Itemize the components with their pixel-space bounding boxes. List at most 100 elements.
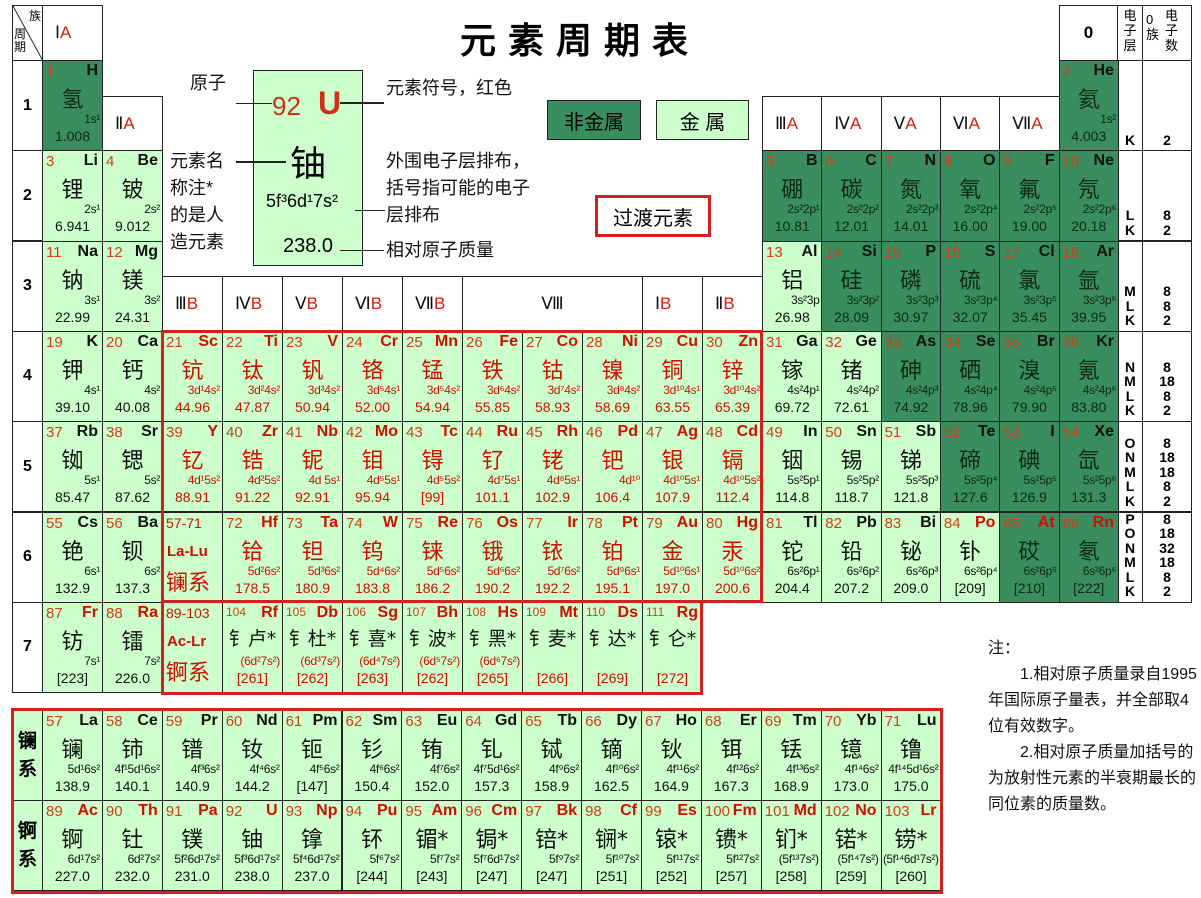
element-cell-bi[interactable]: 83 Bi 铋 6s²6p³ 209.0 <box>880 511 942 603</box>
element-cell-ra[interactable]: 88 Ra 镭 7s² 226.0 <box>102 601 163 694</box>
element-cell-cs[interactable]: 55 Cs 铯 6s¹ 132.9 <box>42 511 103 603</box>
element-cell-as[interactable]: 33 As 砷 4s²4p³ 74.92 <box>880 330 942 423</box>
element-cell-ga[interactable]: 31 Ga 镓 4s²4p¹ 69.72 <box>762 330 823 423</box>
element-cell-cl[interactable]: 17 Cl 氯 3s²3p⁵ 35.45 <box>999 240 1060 332</box>
element-cell-xe[interactable]: 54 Xe 氙 5s²5p⁶ 131.3 <box>1058 421 1119 513</box>
element-cell-hg[interactable]: 80 Hg 汞 5d¹⁰6s² 200.6 <box>702 511 763 603</box>
element-cell-es[interactable]: 99 Es 锿* 5f¹¹7s² [252] <box>641 800 702 891</box>
element-cell-pr[interactable]: 59 Pr 镨 4f³6s² 140.9 <box>161 710 223 801</box>
element-cell-k[interactable]: 19 K 钾 4s¹ 39.10 <box>42 330 103 423</box>
element-cell-fr[interactable]: 87 Fr 钫 7s¹ [223] <box>42 601 103 694</box>
element-cell-lr[interactable]: 103 Lr 铹* (5f¹⁴6d¹7s²) [260] <box>880 800 942 891</box>
element-cell-sn[interactable]: 50 Sn 锡 5s²5p² 118.7 <box>821 421 882 513</box>
element-cell-na[interactable]: 11 Na 钠 3s¹ 22.99 <box>42 240 103 332</box>
element-cell-ni[interactable]: 28 Ni 镍 3d⁸4s² 58.69 <box>582 330 643 423</box>
element-cell-se[interactable]: 34 Se 硒 4s²4p⁴ 78.96 <box>939 330 1001 423</box>
element-cell-tm[interactable]: 69 Tm 铥 4f¹³6s² 168.9 <box>760 710 822 801</box>
element-cell-bk[interactable]: 97 Bk 锫* 5f⁹7s² [247] <box>521 800 583 891</box>
element-cell-cr[interactable]: 24 Cr 铬 3d⁵4s¹ 52.00 <box>342 330 403 423</box>
element-cell-kr[interactable]: 36 Kr 氪 4s²4p⁶ 83.80 <box>1058 330 1119 423</box>
element-cell-ds[interactable]: 110 Ds 钅达* [269] <box>582 601 643 694</box>
element-cell-po[interactable]: 84 Po 钋 6s²6p⁴ [209] <box>939 511 1001 603</box>
element-cell-ho[interactable]: 67 Ho 钬 4f¹¹6s² 164.9 <box>641 710 702 801</box>
element-cell-n[interactable]: 7 N 氮 2s²2p³ 14.01 <box>880 150 942 242</box>
element-cell-al[interactable]: 13 Al 铝 3s²3p 26.98 <box>762 240 823 332</box>
element-cell-o[interactable]: 8 O 氧 2s²2p⁴ 16.00 <box>939 150 1001 242</box>
element-cell-mg[interactable]: 12 Mg 镁 3s² 24.31 <box>102 240 163 332</box>
element-cell-h[interactable]: 1 H 氢 1s¹ 1.008 <box>42 60 103 152</box>
element-cell-lu[interactable]: 71 Lu 镥 4f¹⁴5d¹6s² 175.0 <box>880 710 942 801</box>
element-cell-rn[interactable]: 86 Rn 氡 6s²6p⁶ [222] <box>1058 511 1119 603</box>
element-cell-br[interactable]: 35 Br 溴 4s²4p⁵ 79.90 <box>999 330 1060 423</box>
element-cell-re[interactable]: 75 Re 铼 5d⁵6s² 186.2 <box>402 511 463 603</box>
element-cell-sc[interactable]: 21 Sc 钪 3d¹4s² 44.96 <box>162 330 223 423</box>
element-cell-nd[interactable]: 60 Nd 钕 4f⁴6s² 144.2 <box>221 710 283 801</box>
element-cell-dy[interactable]: 66 Dy 镝 4f¹⁰6s² 162.5 <box>581 710 642 801</box>
element-cell-yb[interactable]: 70 Yb 镱 4f¹⁴6s² 173.0 <box>820 710 882 801</box>
element-cell-am[interactable]: 95 Am 镅* 5f⁷7s² [243] <box>401 800 463 891</box>
element-cell-pm[interactable]: 61 Pm 钷 4f⁵6s² [147] <box>281 710 343 801</box>
element-cell-np[interactable]: 93 Np 镎 5f⁴6d¹7s² 237.0 <box>281 800 343 891</box>
element-cell-pu[interactable]: 94 Pu 钚 5f⁶7s² [244] <box>341 800 403 891</box>
element-cell-er[interactable]: 68 Er 铒 4f¹²6s² 167.3 <box>700 710 762 801</box>
element-cell-p[interactable]: 15 P 磷 3s²3p³ 30.97 <box>880 240 942 332</box>
element-cell-hf[interactable]: 72 Hf 铪 5d²6s² 178.5 <box>222 511 283 603</box>
element-cell-ir[interactable]: 77 Ir 铱 5d⁷6s² 192.2 <box>522 511 583 603</box>
element-cell-ti[interactable]: 22 Ti 钛 3d²4s² 47.87 <box>222 330 283 423</box>
element-cell-ar[interactable]: 18 Ar 氩 3s²3p⁶ 39.95 <box>1058 240 1119 332</box>
element-cell-ba[interactable]: 56 Ba 钡 6s² 137.3 <box>102 511 163 603</box>
element-cell-sm[interactable]: 62 Sm 钐 4f⁶6s² 150.4 <box>341 710 403 801</box>
element-cell-mt[interactable]: 109 Mt 钅麦* [266] <box>522 601 583 694</box>
element-cell-rg[interactable]: 111 Rg 钅仑* [272] <box>642 601 703 694</box>
element-cell-rb[interactable]: 37 Rb 铷 5s¹ 85.47 <box>42 421 103 513</box>
element-cell-pt[interactable]: 78 Pt 铂 5d⁹6s¹ 195.1 <box>582 511 643 603</box>
element-cell-ag[interactable]: 47 Ag 银 4d¹⁰5s¹ 107.9 <box>642 421 703 513</box>
element-cell-tc[interactable]: 43 Tc 锝 4d⁵5s² [99] <box>402 421 463 513</box>
element-cell-f[interactable]: 9 F 氟 2s²2p⁵ 19.00 <box>999 150 1060 242</box>
element-cell-sb[interactable]: 51 Sb 锑 5s²5p³ 121.8 <box>880 421 942 513</box>
element-cell-rh[interactable]: 45 Rh 铑 4d⁸5s¹ 102.9 <box>522 421 583 513</box>
element-cell-cf[interactable]: 98 Cf 锎* 5f¹⁰7s² [251] <box>581 800 642 891</box>
element-cell-v[interactable]: 23 V 钒 3d³4s² 50.94 <box>282 330 343 423</box>
element-cell-ce[interactable]: 58 Ce 铈 4f¹5d¹6s² 140.1 <box>101 710 163 801</box>
element-cell-he[interactable]: 2 He 氦 1s² 4.003 <box>1058 60 1119 152</box>
element-cell-ge[interactable]: 32 Ge 锗 4s²4p² 72.61 <box>821 330 882 423</box>
element-cell-la[interactable]: 57 La 镧 5d¹6s² 138.9 <box>42 710 103 801</box>
element-cell-zn[interactable]: 30 Zn 锌 3d¹⁰4s² 65.39 <box>702 330 763 423</box>
element-cell-i[interactable]: 53 I 碘 5s²5p⁵ 126.9 <box>999 421 1060 513</box>
element-cell-b[interactable]: 5 B 硼 2s²2p¹ 10.81 <box>762 150 823 242</box>
element-cell-si[interactable]: 14 Si 硅 3s²3p² 28.09 <box>821 240 882 332</box>
element-cell-ru[interactable]: 44 Ru 钌 4d⁷5s¹ 101.1 <box>462 421 523 513</box>
element-cell-zr[interactable]: 40 Zr 锆 4d²5s² 91.22 <box>222 421 283 513</box>
element-cell-c[interactable]: 6 C 碳 2s²2p² 12.01 <box>821 150 882 242</box>
element-cell-y[interactable]: 39 Y 钇 4d¹5s² 88.91 <box>162 421 223 513</box>
element-cell-no[interactable]: 102 No 锘* (5f¹⁴7s²) [259] <box>820 800 882 891</box>
element-cell-pd[interactable]: 46 Pd 钯 4d¹⁰ 106.4 <box>582 421 643 513</box>
element-cell-s[interactable]: 16 S 硫 3s²3p⁴ 32.07 <box>939 240 1001 332</box>
element-cell-cu[interactable]: 29 Cu 铜 3d¹⁰4s¹ 63.55 <box>642 330 703 423</box>
element-cell-tb[interactable]: 65 Tb 铽 4f⁹6s² 158.9 <box>521 710 583 801</box>
element-cell-mo[interactable]: 42 Mo 钼 4d⁵5s¹ 95.94 <box>342 421 403 513</box>
element-cell-ca[interactable]: 20 Ca 钙 4s² 40.08 <box>102 330 163 423</box>
element-cell-pb[interactable]: 82 Pb 铅 6s²6p² 207.2 <box>821 511 882 603</box>
element-cell-gd[interactable]: 64 Gd 钆 4f⁷5d¹6s² 157.3 <box>461 710 523 801</box>
element-cell-fe[interactable]: 26 Fe 铁 3d⁶4s² 55.85 <box>462 330 523 423</box>
element-cell-mn[interactable]: 25 Mn 锰 3d⁵4s² 54.94 <box>402 330 463 423</box>
element-cell-te[interactable]: 52 Te 碲 5s²5p⁴ 127.6 <box>939 421 1001 513</box>
element-cell-li[interactable]: 3 Li 锂 2s¹ 6.941 <box>42 150 103 242</box>
element-cell-bh[interactable]: 107 Bh 钅波* (6d⁵7s²) [262] <box>402 601 463 694</box>
element-cell-in[interactable]: 49 In 铟 5s²5p¹ 114.8 <box>762 421 823 513</box>
element-cell-cm[interactable]: 96 Cm 锔* 5f⁷6d¹7s² [247] <box>461 800 523 891</box>
element-cell-nb[interactable]: 41 Nb 铌 4d 5s¹ 92.91 <box>282 421 343 513</box>
element-cell-sr[interactable]: 38 Sr 锶 5s² 87.62 <box>102 421 163 513</box>
element-cell-u[interactable]: 92 U 铀 5f³6d¹7s² 238.0 <box>221 800 283 891</box>
element-cell-au[interactable]: 79 Au 金 5d¹⁰6s¹ 197.0 <box>642 511 703 603</box>
element-cell-fm[interactable]: 100 Fm 镄* 5f¹²7s² [257] <box>700 800 762 891</box>
element-cell-cd[interactable]: 48 Cd 镉 4d¹⁰5s² 112.4 <box>702 421 763 513</box>
element-cell-eu[interactable]: 63 Eu 铕 4f⁷6s² 152.0 <box>401 710 463 801</box>
element-cell-db[interactable]: 105 Db 钅杜* (6d³7s²) [262] <box>282 601 343 694</box>
element-cell-rf[interactable]: 104 Rf 钅卢* (6d²7s²) [261] <box>222 601 283 694</box>
element-cell-at[interactable]: 85 At 砹 6s²6p⁵ [210] <box>999 511 1060 603</box>
element-cell-ac[interactable]: 89 Ac 锕 6d¹7s² 227.0 <box>42 800 103 891</box>
element-cell-co[interactable]: 27 Co 钴 3d⁷4s² 58.93 <box>522 330 583 423</box>
